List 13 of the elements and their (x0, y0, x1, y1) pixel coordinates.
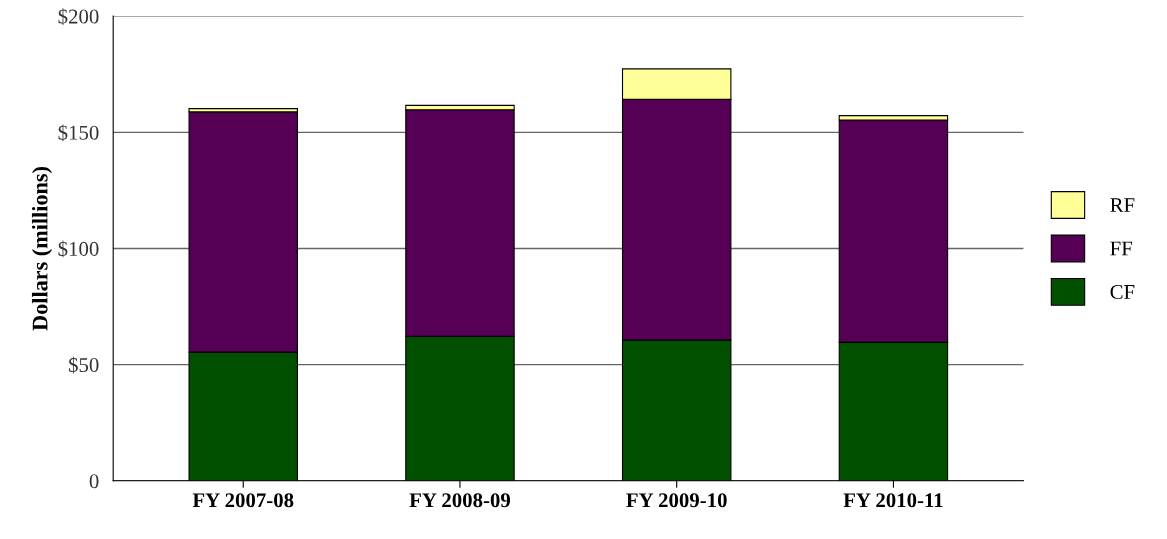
x-tick-label: FY 2009-10 (626, 493, 727, 508)
legend-label: CF (1110, 284, 1135, 299)
x-tick-label: FY 2010-11 (843, 493, 943, 508)
legend-label: RF (1110, 198, 1135, 212)
y-tick-label: 0 (89, 474, 99, 489)
y-tick-label: $50 (68, 356, 99, 374)
y-axis-title: Dollars (millions) (31, 167, 53, 331)
y-tick-label: $100 (58, 240, 99, 258)
y-tick-label: $200 (58, 8, 99, 25)
legend-label: FF (1110, 241, 1133, 256)
x-tick-label: FY 2007-08 (192, 493, 294, 508)
y-tick-label: $150 (58, 124, 99, 142)
x-tick-label: FY 2008-09 (409, 493, 511, 508)
